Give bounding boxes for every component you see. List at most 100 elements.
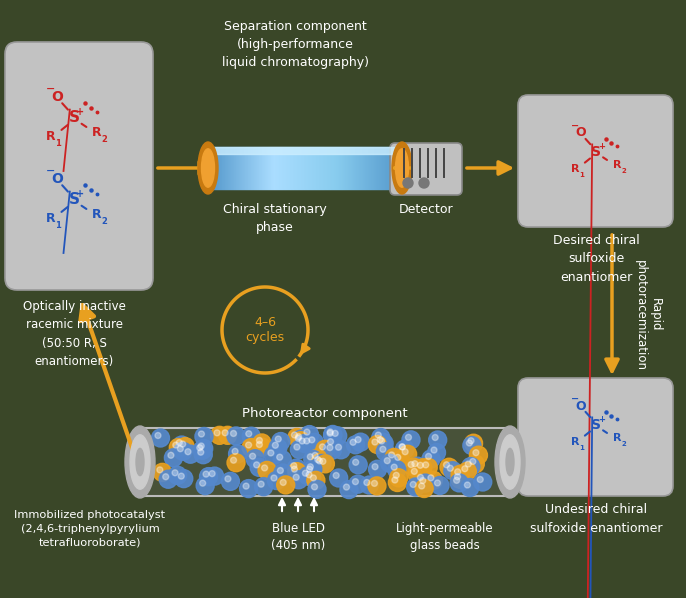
Circle shape <box>307 464 314 470</box>
Circle shape <box>377 437 383 443</box>
Bar <box>396 147 397 189</box>
Text: 1: 1 <box>579 172 584 178</box>
Bar <box>252 147 253 189</box>
Bar <box>223 147 224 189</box>
Circle shape <box>380 446 386 452</box>
Circle shape <box>246 431 252 437</box>
Circle shape <box>388 474 406 492</box>
Circle shape <box>309 449 327 467</box>
Bar <box>366 147 367 189</box>
Circle shape <box>355 437 361 443</box>
Circle shape <box>257 441 262 447</box>
Bar <box>352 147 353 189</box>
Bar <box>323 147 324 189</box>
Circle shape <box>412 460 418 466</box>
Circle shape <box>320 458 326 464</box>
Text: Separation component
(high-performance
liquid chromatography): Separation component (high-performance l… <box>222 20 368 69</box>
Text: S: S <box>69 111 80 126</box>
Circle shape <box>462 466 468 472</box>
Bar <box>308 147 309 189</box>
Circle shape <box>455 474 460 480</box>
Circle shape <box>169 438 187 456</box>
Bar <box>219 147 220 189</box>
Bar <box>213 147 214 189</box>
Circle shape <box>323 441 342 459</box>
Circle shape <box>464 482 471 488</box>
Bar <box>309 147 310 189</box>
Circle shape <box>309 437 315 443</box>
Circle shape <box>209 471 215 477</box>
Bar <box>367 147 368 189</box>
Circle shape <box>304 460 322 478</box>
Circle shape <box>180 441 186 447</box>
Bar <box>248 147 249 189</box>
Bar <box>268 147 269 189</box>
Circle shape <box>417 462 423 468</box>
Circle shape <box>303 468 320 486</box>
Bar <box>384 147 385 189</box>
Bar <box>226 147 227 189</box>
Bar <box>377 147 378 189</box>
Circle shape <box>374 433 392 451</box>
Text: Light-permeable
glass beads: Light-permeable glass beads <box>397 522 494 552</box>
Circle shape <box>402 431 420 449</box>
Bar <box>249 147 250 189</box>
Bar <box>278 147 279 189</box>
Circle shape <box>228 445 246 463</box>
Bar <box>312 147 313 189</box>
Circle shape <box>313 454 331 472</box>
Bar <box>259 147 260 189</box>
Circle shape <box>332 431 338 437</box>
Circle shape <box>451 470 469 488</box>
Circle shape <box>427 444 445 462</box>
Circle shape <box>311 484 318 490</box>
Circle shape <box>293 474 299 480</box>
Circle shape <box>368 460 386 478</box>
Bar <box>301 147 302 189</box>
Circle shape <box>415 480 433 498</box>
Circle shape <box>474 473 492 491</box>
Circle shape <box>324 425 342 444</box>
Bar <box>392 147 393 189</box>
Circle shape <box>198 449 204 455</box>
Bar <box>345 147 346 189</box>
Circle shape <box>175 469 193 487</box>
Circle shape <box>227 427 245 445</box>
Bar <box>311 147 312 189</box>
Bar <box>370 147 371 189</box>
Bar <box>289 147 290 189</box>
Circle shape <box>377 443 394 460</box>
Bar <box>349 147 350 189</box>
Bar <box>270 147 271 189</box>
Circle shape <box>375 432 381 438</box>
Bar <box>324 147 325 189</box>
Bar <box>232 147 233 189</box>
Bar <box>303 147 304 189</box>
Bar <box>246 147 247 189</box>
Text: −: − <box>46 166 56 176</box>
Circle shape <box>349 456 367 474</box>
Bar <box>395 147 396 189</box>
Circle shape <box>466 455 484 473</box>
Bar <box>337 147 338 189</box>
Circle shape <box>155 432 161 438</box>
Bar <box>253 147 254 189</box>
Circle shape <box>458 462 476 480</box>
Circle shape <box>425 453 431 459</box>
Bar <box>282 147 283 189</box>
Circle shape <box>432 435 438 441</box>
Circle shape <box>295 435 301 441</box>
Ellipse shape <box>125 426 155 498</box>
Circle shape <box>399 446 416 463</box>
Bar <box>330 147 331 189</box>
Bar <box>381 147 382 189</box>
Circle shape <box>152 429 169 447</box>
Circle shape <box>368 477 386 495</box>
Circle shape <box>292 430 310 448</box>
Text: 2: 2 <box>102 135 108 144</box>
Bar <box>274 147 275 189</box>
Circle shape <box>300 434 318 453</box>
Bar <box>218 147 219 189</box>
Circle shape <box>176 440 182 446</box>
Circle shape <box>440 458 458 476</box>
